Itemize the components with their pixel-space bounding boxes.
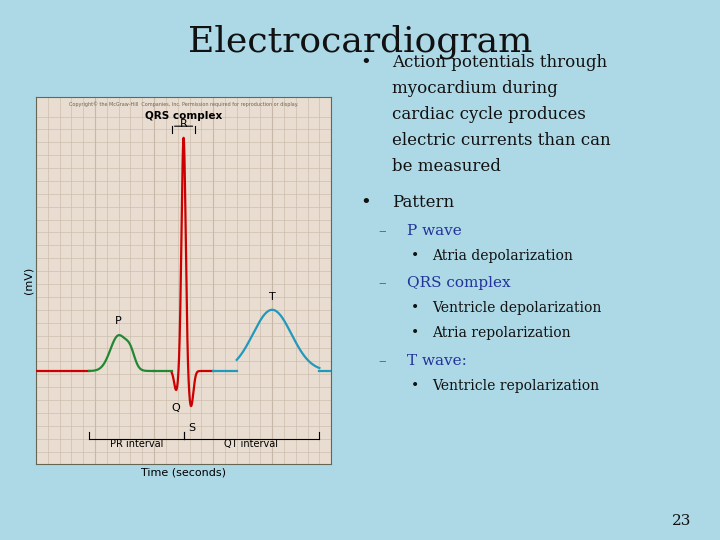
Text: be measured: be measured bbox=[392, 158, 501, 174]
Text: –: – bbox=[378, 224, 386, 238]
Text: R: R bbox=[180, 119, 187, 130]
Text: Atria repolarization: Atria repolarization bbox=[432, 326, 571, 340]
Text: P: P bbox=[115, 316, 122, 326]
Text: T wave:: T wave: bbox=[407, 354, 467, 368]
Text: cardiac cycle produces: cardiac cycle produces bbox=[392, 106, 586, 123]
Text: T: T bbox=[269, 292, 276, 302]
Text: Action potentials through: Action potentials through bbox=[392, 54, 608, 71]
Text: •: • bbox=[360, 54, 371, 72]
Y-axis label: (mV): (mV) bbox=[23, 267, 33, 294]
Text: Ventricle depolarization: Ventricle depolarization bbox=[432, 301, 601, 315]
Text: myocardium during: myocardium during bbox=[392, 80, 558, 97]
Text: –: – bbox=[378, 276, 386, 290]
Text: Pattern: Pattern bbox=[392, 194, 454, 211]
Text: S: S bbox=[189, 422, 195, 433]
Text: QRS complex: QRS complex bbox=[145, 111, 222, 122]
X-axis label: Time (seconds): Time (seconds) bbox=[141, 467, 226, 477]
Text: 23: 23 bbox=[672, 514, 691, 528]
Text: –: – bbox=[378, 354, 386, 368]
Text: QT interval: QT interval bbox=[225, 438, 279, 449]
Text: •: • bbox=[410, 301, 418, 315]
Text: •: • bbox=[410, 326, 418, 340]
Text: •: • bbox=[410, 249, 418, 263]
Text: Copyright© the McGraw-Hill  Companies, Inc. Permission required for reproduction: Copyright© the McGraw-Hill Companies, In… bbox=[69, 101, 298, 107]
Text: electric currents than can: electric currents than can bbox=[392, 132, 611, 148]
Text: •: • bbox=[410, 379, 418, 393]
Text: QRS complex: QRS complex bbox=[407, 276, 510, 290]
Text: Ventricle repolarization: Ventricle repolarization bbox=[432, 379, 599, 393]
Text: PR interval: PR interval bbox=[109, 438, 163, 449]
Text: •: • bbox=[360, 194, 371, 212]
Text: Atria depolarization: Atria depolarization bbox=[432, 249, 573, 263]
Text: P wave: P wave bbox=[407, 224, 462, 238]
Text: Q: Q bbox=[171, 403, 180, 413]
Text: Electrocardiogram: Electrocardiogram bbox=[188, 24, 532, 59]
